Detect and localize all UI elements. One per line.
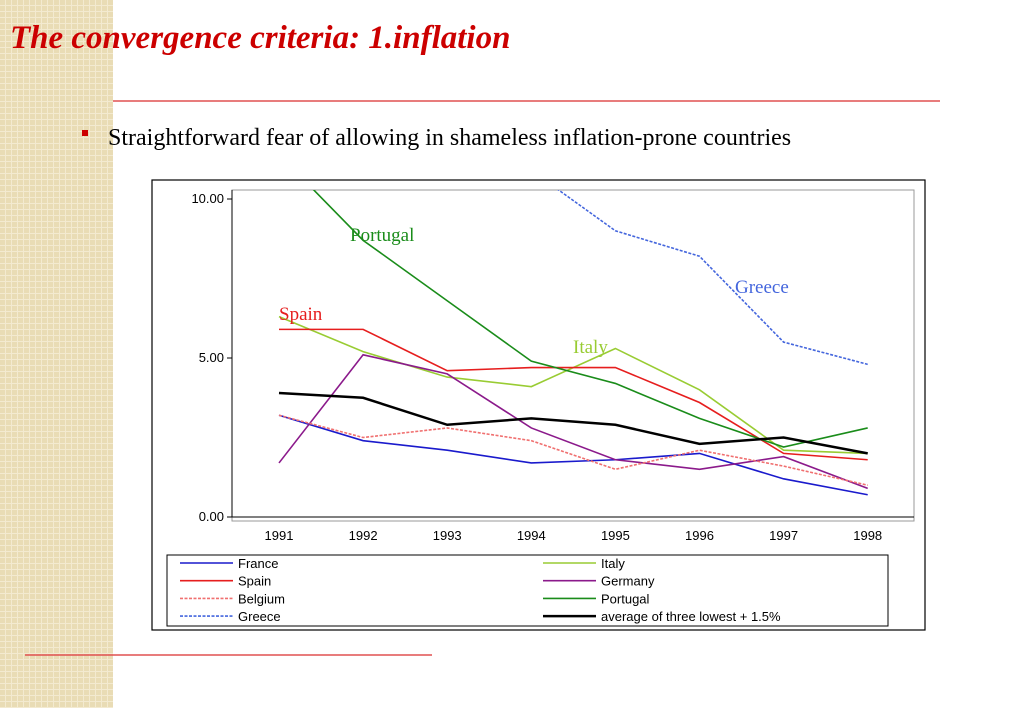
x-tick-label: 1994: [517, 528, 546, 543]
x-tick-label: 1996: [685, 528, 714, 543]
legend-label: France: [238, 556, 278, 571]
bullet-text: Straightforward fear of allowing in sham…: [108, 125, 791, 151]
x-tick-label: 1992: [349, 528, 378, 543]
x-tick-label: 1991: [265, 528, 294, 543]
bullet-marker: [82, 130, 88, 136]
side-strip: [0, 0, 113, 708]
legend-label: Belgium: [238, 591, 285, 606]
series-line: [278, 353, 868, 490]
annotation: Portugal: [350, 225, 414, 246]
series-line: [279, 328, 868, 461]
legend-label: Spain: [238, 574, 271, 589]
legend-label: Greece: [238, 609, 281, 624]
annotation: Spain: [279, 304, 323, 325]
slide-title: The convergence criteria: 1.inflation: [10, 20, 510, 56]
series-line: [557, 190, 868, 366]
y-tick-label: 10.00: [191, 191, 224, 206]
legend: [166, 554, 889, 627]
x-tick-label: 1995: [601, 528, 630, 543]
y-tick-label: 5.00: [199, 350, 224, 365]
legend-label: Portugal: [601, 591, 650, 606]
series-line: [312, 190, 868, 448]
legend-label: Germany: [601, 574, 655, 589]
x-tick-label: 1997: [769, 528, 798, 543]
annotation: Italy: [573, 337, 608, 358]
legend-label: Italy: [601, 556, 625, 571]
series-line: [278, 391, 868, 455]
x-tick-label: 1993: [433, 528, 462, 543]
series-line: [278, 414, 868, 496]
annotation: Greece: [735, 277, 789, 298]
y-tick-label: 0.00: [199, 509, 224, 524]
legend-label: average of three lowest + 1.5%: [601, 609, 781, 624]
lines: [278, 190, 868, 496]
x-tick-label: 1998: [853, 528, 882, 543]
series-line: [278, 414, 868, 486]
